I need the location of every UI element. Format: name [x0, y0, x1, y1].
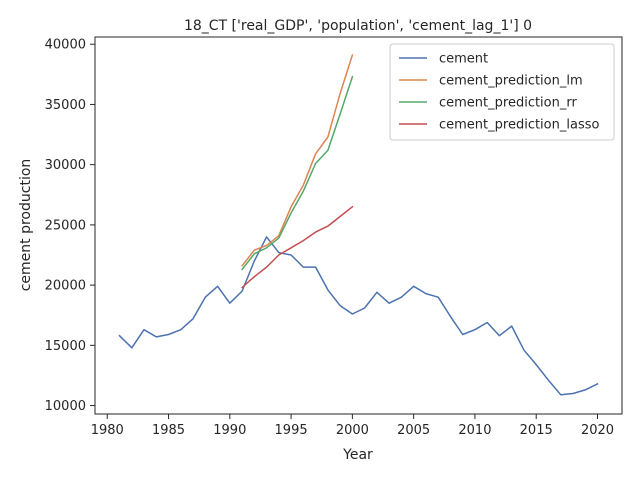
y-tick-label: 40000 [45, 38, 86, 53]
legend-entry-label: cement_prediction_lasso [439, 118, 599, 133]
chart-title: 18_CT ['real_GDP', 'population', 'cement… [184, 18, 532, 34]
series-line-cement-prediction-rr [241, 75, 354, 271]
legend-box [389, 43, 615, 141]
series-line-cement-prediction-lasso [241, 205, 354, 289]
legend: cement cement_prediction_lm cement_predict… [389, 43, 615, 141]
x-axis: 1980 1985 1990 1995 2000 2005 2010 2015 2020 [91, 414, 614, 438]
plot-frame [94, 36, 623, 415]
x-axis-label: Year [342, 447, 373, 463]
x-tick-label: 2015 [520, 423, 553, 438]
y-axis-label: cement production [18, 159, 34, 292]
x-tick-label: 2020 [581, 423, 614, 438]
x-tick-label: 2010 [458, 423, 491, 438]
x-tick-label: 1990 [213, 423, 246, 438]
legend-entry-label: cement_prediction_rr [439, 96, 577, 111]
x-tick-label: 1995 [275, 423, 308, 438]
y-axis: 10000 15000 20000 25000 30000 35000 40000 [45, 38, 95, 414]
series-line-cement [118, 236, 599, 396]
y-tick-label: 30000 [45, 158, 86, 173]
y-tick-label: 35000 [45, 98, 86, 113]
x-tick-label: 1985 [152, 423, 185, 438]
x-tick-label: 2005 [397, 423, 430, 438]
y-tick-label: 10000 [45, 399, 86, 414]
legend-entry-label: cement [439, 52, 488, 67]
x-tick-label: 1980 [91, 423, 124, 438]
y-tick-label: 15000 [45, 339, 86, 354]
y-tick-label: 25000 [45, 218, 86, 233]
x-tick-label: 2000 [336, 423, 369, 438]
series-line-cement-prediction-lm [241, 54, 354, 267]
y-tick-label: 20000 [45, 279, 86, 294]
plot-lines [118, 54, 599, 396]
legend-entry-label: cement_prediction_lm [439, 74, 583, 89]
